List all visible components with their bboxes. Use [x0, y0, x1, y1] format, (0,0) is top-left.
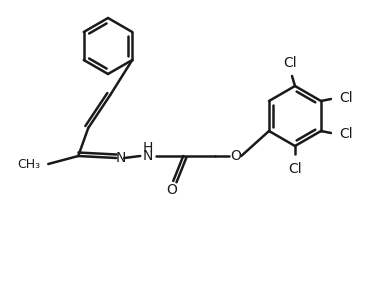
- Text: Cl: Cl: [339, 127, 353, 141]
- Text: O: O: [230, 149, 241, 163]
- Text: H: H: [143, 141, 153, 155]
- Text: N: N: [116, 151, 126, 165]
- Text: CH₃: CH₃: [17, 158, 40, 171]
- Text: Cl: Cl: [339, 91, 353, 105]
- Text: O: O: [166, 183, 177, 197]
- Text: N: N: [143, 149, 153, 163]
- Text: Cl: Cl: [288, 162, 302, 176]
- Text: Cl: Cl: [283, 56, 297, 70]
